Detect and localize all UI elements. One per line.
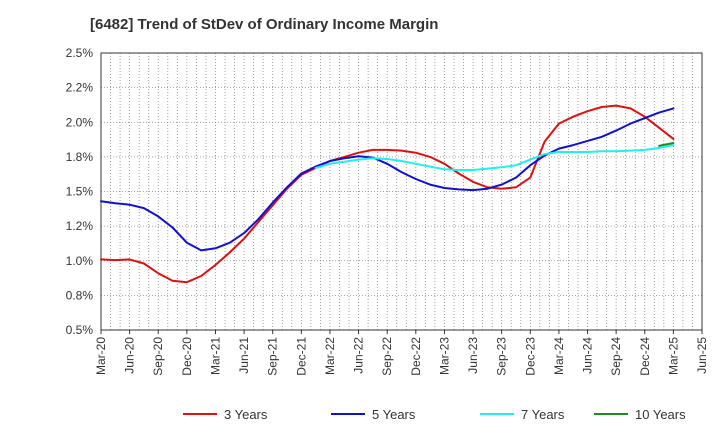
series-line-10-years: [658, 142, 675, 147]
y-tick-label: 2.0%: [66, 115, 94, 129]
axes: 0.5% 0.8% 1.0% 1.2% 1.5% 1.8% 2.0% 2.2% 2.5% Mar-…: [66, 46, 709, 376]
x-tick-label: Jun-25: [695, 337, 709, 374]
legend-item-7-years: 7 Years: [480, 407, 565, 422]
legend-label: 5 Years: [372, 407, 416, 422]
legend-label: 10 Years: [635, 407, 686, 422]
legend: 3 Years 5 Years 7 Years 10 Years: [183, 407, 686, 422]
chart-title: [6482] Trend of StDev of Ordinary Income…: [90, 16, 438, 33]
legend-item-5-years: 5 Years: [331, 407, 416, 422]
grid: [100, 52, 703, 331]
x-tick-label: Sep-21: [266, 337, 280, 376]
x-tick-label: Dec-21: [294, 337, 308, 376]
series-line-5-years: [100, 107, 675, 252]
y-tick-label: 1.0%: [66, 254, 94, 268]
x-tick-label: Sep-20: [151, 337, 165, 376]
y-tick-label: 1.5%: [66, 185, 94, 199]
x-tick-label: Mar-20: [94, 337, 108, 375]
x-tick-label: Dec-23: [523, 337, 537, 376]
y-tick-label: 0.5%: [66, 323, 94, 337]
x-tick-label: Mar-23: [437, 337, 451, 375]
x-tick-label: Jun-20: [123, 337, 137, 374]
x-tick-label: Jun-21: [237, 337, 251, 374]
y-tick-label: 2.5%: [66, 46, 94, 60]
x-tick-label: Mar-24: [552, 337, 566, 375]
y-tick-label: 1.8%: [66, 150, 94, 164]
series-lines: [100, 104, 675, 284]
y-tick-label: 1.2%: [66, 219, 94, 233]
legend-label: 7 Years: [521, 407, 565, 422]
x-tick-label: Mar-25: [666, 337, 680, 375]
legend-label: 3 Years: [224, 407, 268, 422]
x-tick-label: Sep-23: [495, 337, 509, 376]
legend-item-3-years: 3 Years: [183, 407, 268, 422]
x-tick-label: Dec-20: [180, 337, 194, 376]
series-line-7-years: [314, 144, 675, 171]
series-line-3-years: [100, 104, 675, 284]
plot-border: [100, 52, 703, 331]
x-tick-label: Dec-22: [409, 337, 423, 376]
x-tick-label: Jun-22: [352, 337, 366, 374]
y-tick-label: 0.8%: [66, 288, 94, 302]
x-tick-label: Sep-24: [609, 337, 623, 376]
legend-item-10-years: 10 Years: [594, 407, 686, 422]
x-tick-label: Jun-24: [581, 337, 595, 374]
x-tick-label: Jun-23: [466, 337, 480, 374]
x-tick-label: Dec-24: [638, 337, 652, 376]
y-tick-label: 2.2%: [66, 81, 94, 95]
x-tick-label: Mar-22: [323, 337, 337, 375]
x-tick-label: Sep-22: [380, 337, 394, 376]
x-tick-label: Mar-21: [208, 337, 222, 375]
